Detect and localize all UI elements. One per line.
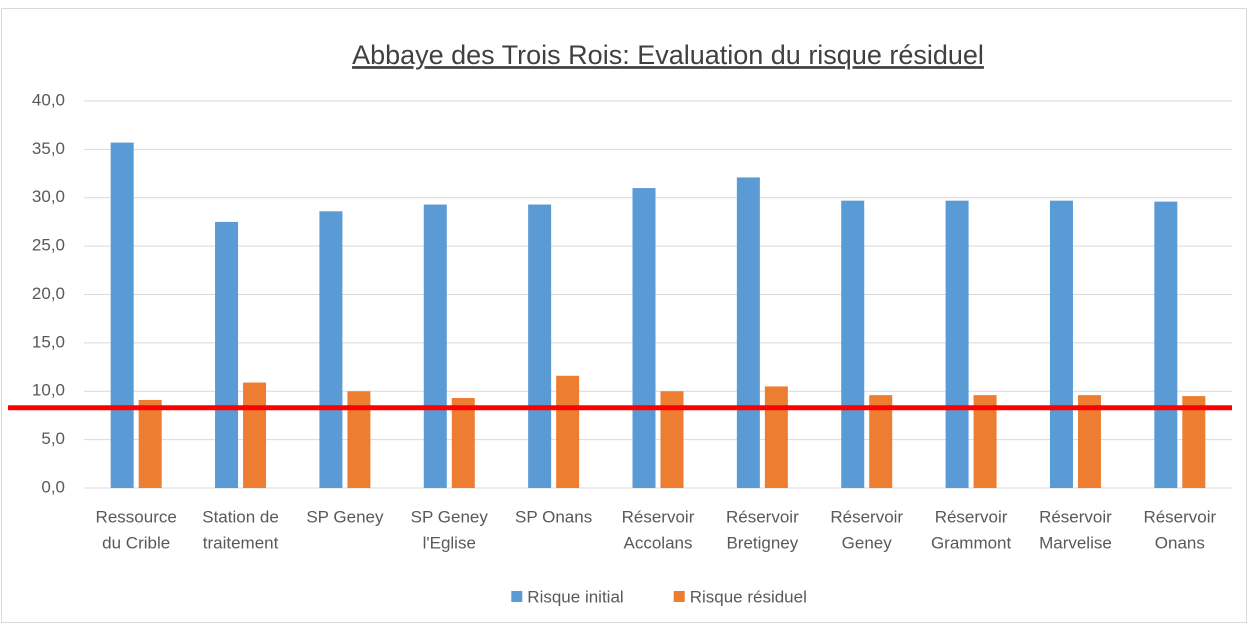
bar [451, 398, 475, 488]
x-tick-label: Bretigney [726, 533, 798, 552]
bar [973, 395, 997, 488]
bar [1154, 201, 1178, 488]
x-tick-label: Accolans [624, 533, 693, 552]
x-tick-label: l'Eglise [423, 533, 476, 552]
x-tick-label: Réservoir [622, 507, 695, 526]
x-tick-label: Réservoir [935, 507, 1008, 526]
x-tick-label: Réservoir [1143, 507, 1216, 526]
bar [528, 204, 552, 488]
bar [632, 188, 656, 488]
legend-swatch [511, 591, 523, 602]
bar [423, 204, 447, 488]
y-tick-label: 25,0 [32, 236, 65, 255]
bar [347, 391, 371, 488]
x-tick-label: SP Geney [411, 507, 489, 526]
x-tick-label: SP Geney [306, 507, 384, 526]
bar [869, 395, 893, 488]
bar [1077, 395, 1101, 488]
bar [556, 375, 580, 488]
x-tick-label: du Crible [102, 533, 170, 552]
bar [110, 142, 134, 489]
legend-swatch [673, 591, 685, 602]
y-tick-label: 20,0 [32, 284, 65, 303]
bar [138, 399, 162, 488]
bar [841, 200, 865, 488]
bar [764, 386, 788, 488]
y-tick-label: 35,0 [32, 139, 65, 158]
bar [243, 382, 267, 488]
bar [660, 391, 684, 488]
chart-title: Abbaye des Trois Rois: Evaluation du ris… [352, 40, 984, 70]
x-tick-label: Réservoir [726, 507, 799, 526]
x-tick-label: Station de [202, 507, 279, 526]
x-tick-label: Geney [842, 533, 893, 552]
y-tick-label: 40,0 [32, 90, 65, 109]
y-tick-label: 30,0 [32, 187, 65, 206]
x-tick-label: traitement [203, 533, 279, 552]
bar [945, 200, 969, 488]
y-tick-label: 0,0 [41, 477, 65, 496]
bar [215, 221, 239, 488]
bar [736, 177, 760, 488]
bar [319, 211, 343, 489]
x-tick-label: Réservoir [830, 507, 903, 526]
x-tick-label: SP Onans [515, 507, 592, 526]
legend-label: Risque initial [527, 587, 623, 606]
legend-label: Risque résiduel [690, 587, 807, 606]
x-tick-label: Réservoir [1039, 507, 1112, 526]
y-tick-label: 5,0 [41, 429, 65, 448]
bar [1182, 396, 1206, 488]
y-tick-label: 15,0 [32, 332, 65, 351]
x-tick-label: Onans [1155, 533, 1205, 552]
x-tick-label: Marvelise [1039, 533, 1112, 552]
x-tick-label: Grammont [931, 533, 1012, 552]
chart-border [1, 8, 1247, 623]
x-tick-label: Ressource [96, 507, 177, 526]
y-tick-label: 10,0 [32, 381, 65, 400]
bar [1049, 200, 1073, 488]
